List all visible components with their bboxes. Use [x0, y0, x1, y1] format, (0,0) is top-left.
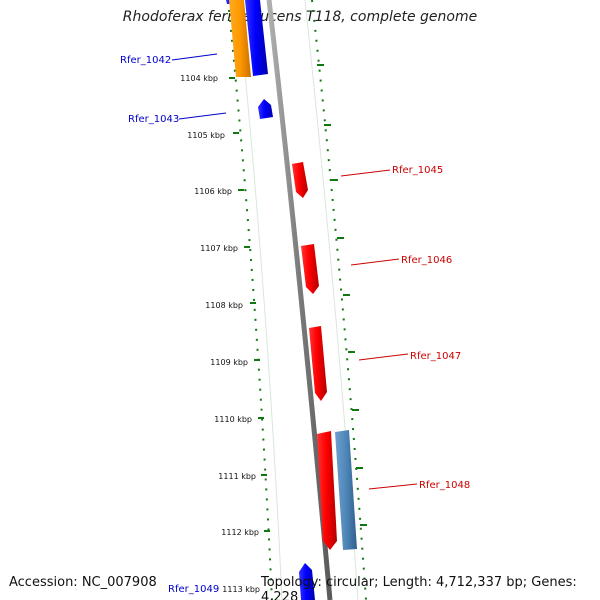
outer-dotted-guide — [227, 0, 273, 600]
gene-arrow-rfer-1049[interactable] — [299, 563, 315, 600]
genome-title: Rhodoferax ferrireducens T118, complete … — [122, 9, 478, 25]
gene-arrow-rfer-1047[interactable] — [309, 326, 327, 401]
leader-rfer-1043 — [178, 112, 227, 120]
gene-label-rfer-1048[interactable]: Rfer_1048 — [419, 480, 470, 491]
leader-rfer-1045 — [340, 169, 391, 177]
left-tick-marks — [229, 77, 270, 532]
tick-label-1109: 1109 kbp — [210, 358, 248, 367]
gene-label-rfer-1042[interactable]: Rfer_1042 — [120, 55, 171, 66]
tick-label-1113: 1113 kbp — [222, 585, 260, 594]
tick-label-1105: 1105 kbp — [187, 131, 225, 140]
gene-arrow-rfer-1045[interactable] — [292, 162, 308, 198]
gene-arrow-rfer-1046[interactable] — [301, 244, 319, 294]
gene-feature-orange[interactable] — [229, 0, 251, 77]
gene-label-rfer-1049[interactable]: Rfer_1049 — [168, 584, 219, 595]
gene-labels: Rfer_1042 Rfer_1043 Rfer_1045 Rfer_1046 … — [120, 53, 470, 595]
gene-label-rfer-1047[interactable]: Rfer_1047 — [410, 351, 461, 362]
tick-label-1111: 1111 kbp — [218, 472, 256, 481]
gene-label-rfer-1046[interactable]: Rfer_1046 — [401, 255, 452, 266]
gene-arrow-rfer-1042[interactable] — [245, 0, 268, 76]
gene-label-rfer-1045[interactable]: Rfer_1045 — [392, 165, 443, 176]
tick-labels: 1104 kbp 1105 kbp 1106 kbp 1107 kbp 1108… — [180, 74, 260, 594]
inner-dotted-guide — [311, 0, 367, 600]
gene-label-rfer-1043[interactable]: Rfer_1043 — [128, 114, 179, 125]
leader-rfer-1047 — [358, 353, 409, 361]
leader-rfer-1042 — [171, 53, 218, 61]
gene-feature-steel[interactable] — [335, 430, 357, 550]
leader-rfer-1048 — [368, 483, 418, 490]
right-tick-marks — [317, 64, 367, 526]
gene-arrow-rfer-1043[interactable] — [258, 99, 273, 119]
gene-arrow-rfer-1048[interactable] — [317, 431, 337, 550]
leader-rfer-1046 — [350, 258, 400, 266]
tick-label-1107: 1107 kbp — [200, 244, 238, 253]
tick-label-1110: 1110 kbp — [214, 415, 252, 424]
tick-label-1108: 1108 kbp — [205, 301, 243, 310]
lane-edge-left — [237, 0, 283, 600]
tick-label-1106: 1106 kbp — [194, 187, 232, 196]
tick-label-1112: 1112 kbp — [221, 528, 259, 537]
genome-summary-text: Topology: circular; Length: 4,712,337 bp… — [261, 575, 577, 600]
accession-text: Accession: NC_007908 — [9, 575, 157, 590]
tick-label-1104: 1104 kbp — [180, 74, 218, 83]
